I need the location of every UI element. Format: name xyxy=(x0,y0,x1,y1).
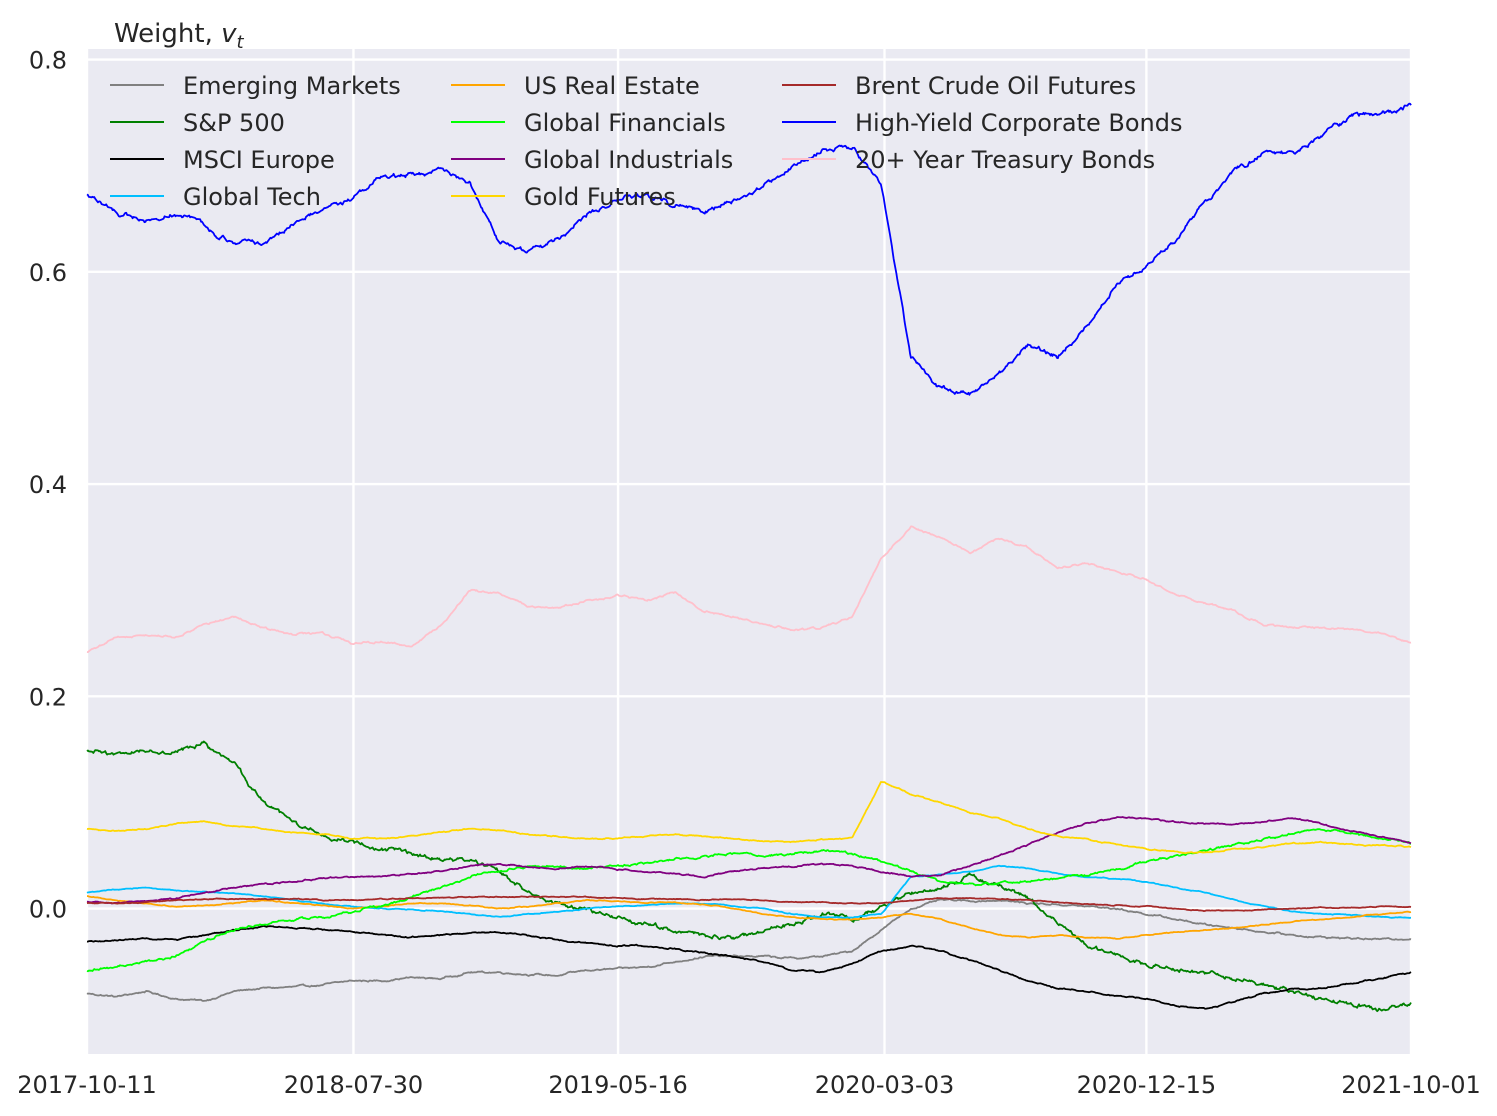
legend-label: US Real Estate xyxy=(524,72,700,100)
legend-label: Global Tech xyxy=(183,183,321,211)
y-axis-tick-labels: 0.0 0.2 0.4 0.6 0.8 xyxy=(29,47,67,924)
x-tick-label: 2018-07-30 xyxy=(284,1071,423,1099)
legend-label: S&P 500 xyxy=(183,109,285,137)
y-axis-label-subscript: t xyxy=(237,32,245,53)
x-axis-tick-labels: 2017-10-11 2018-07-30 2019-05-16 2020-03-03… xyxy=(17,1071,1480,1099)
series-line xyxy=(86,525,1412,654)
legend-label: Global Financials xyxy=(524,109,726,137)
series-lines xyxy=(86,102,1412,1013)
y-tick-label: 0.4 xyxy=(29,471,67,499)
series-line xyxy=(86,895,1412,912)
y-axis-label-prefix: Weight, xyxy=(114,19,221,49)
series-line xyxy=(86,898,1412,1002)
legend-label: Brent Crude Oil Futures xyxy=(855,72,1136,100)
series-line xyxy=(86,781,1412,855)
series-line xyxy=(86,924,1412,1010)
legend-label: MSCI Europe xyxy=(183,146,335,174)
series-line xyxy=(86,740,1412,1013)
x-tick-label: 2017-10-11 xyxy=(17,1071,156,1099)
y-axis-label: Weight, vt xyxy=(114,19,245,53)
legend: Emerging Markets S&P 500 MSCI Europe Global… xyxy=(110,72,1182,211)
x-tick-label: 2020-03-03 xyxy=(815,1071,954,1099)
series-line xyxy=(86,102,1412,396)
legend-label: Gold Futures xyxy=(524,183,676,211)
y-tick-label: 0.2 xyxy=(29,683,67,711)
legend-label: 20+ Year Treasury Bonds xyxy=(855,146,1155,174)
series-line xyxy=(86,816,1412,905)
x-tick-label: 2020-12-15 xyxy=(1077,1071,1216,1099)
y-tick-label: 0.6 xyxy=(29,259,67,287)
x-tick-label: 2019-05-16 xyxy=(548,1071,687,1099)
grid-lines xyxy=(85,49,1413,1054)
legend-label: High-Yield Corporate Bonds xyxy=(855,109,1182,137)
legend-label: Emerging Markets xyxy=(183,72,401,100)
y-tick-label: 0.8 xyxy=(29,47,67,75)
legend-label: Global Industrials xyxy=(524,146,733,174)
series-line xyxy=(86,895,1412,940)
y-axis-label-variable: v xyxy=(221,19,237,49)
series-line xyxy=(86,864,1412,919)
x-tick-label: 2021-10-01 xyxy=(1341,1071,1480,1099)
y-tick-label: 0.0 xyxy=(29,896,67,924)
